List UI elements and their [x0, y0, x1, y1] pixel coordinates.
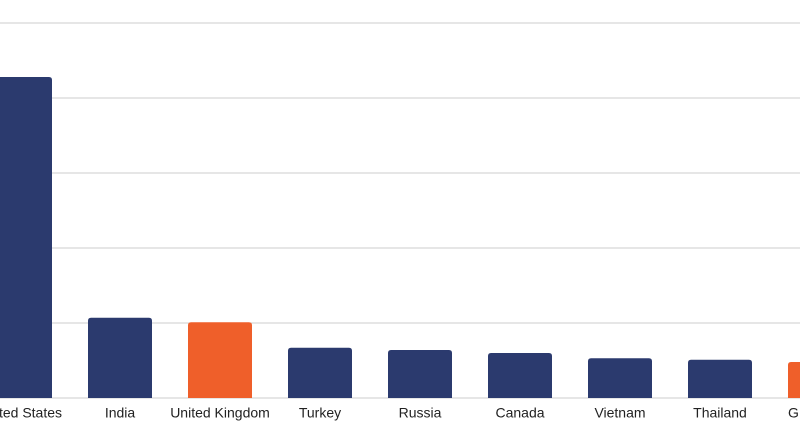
bar — [588, 358, 652, 398]
bar — [88, 317, 152, 398]
bar — [288, 347, 352, 398]
x-tick-label: United Kingdom — [170, 405, 270, 421]
bar — [188, 322, 252, 398]
x-tick-label: Turkey — [299, 405, 341, 421]
bar — [388, 350, 452, 398]
x-tick-label: India — [105, 405, 136, 421]
x-tick-label: Vietnam — [594, 405, 645, 421]
x-tick-label: Russia — [399, 405, 442, 421]
x-tick-label: Canada — [495, 405, 544, 421]
bar — [688, 359, 752, 398]
bar — [488, 353, 552, 398]
x-tick-label: United States — [0, 405, 62, 421]
x-tick-label: Thailand — [693, 405, 747, 421]
x-tick-label: G — [788, 405, 799, 421]
bar — [788, 362, 800, 398]
bar — [0, 77, 52, 398]
